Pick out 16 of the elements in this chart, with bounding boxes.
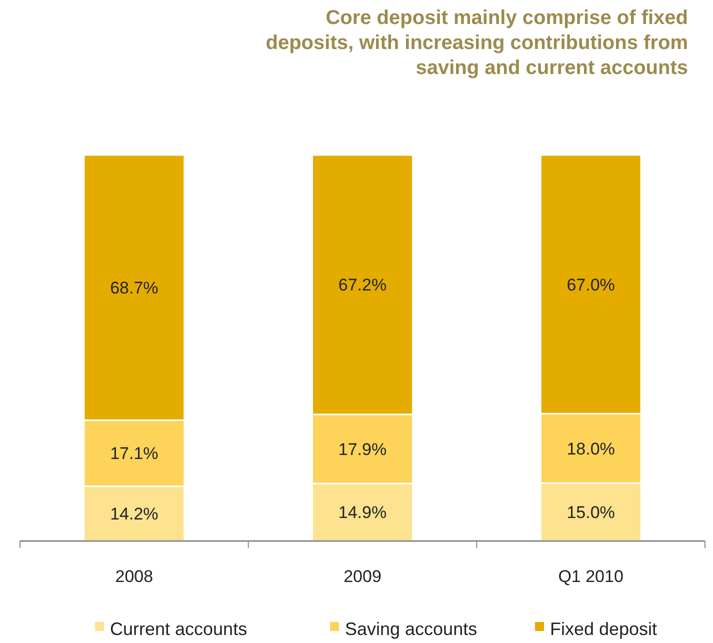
data-label: 67.0% (566, 275, 615, 294)
legend-label: Saving accounts (345, 619, 478, 639)
data-label: 18.0% (566, 439, 615, 458)
legend-label: Current accounts (110, 619, 248, 639)
data-label: 17.1% (110, 444, 158, 464)
x-tick-label: 2008 (115, 567, 154, 586)
chart-title: Core deposit mainly comprise of fixed deposits, with increasing contributions from saving and current accounts (266, 7, 688, 79)
x-tick-label: Q1 2010 (558, 567, 624, 586)
data-label: 17.9% (338, 440, 387, 459)
data-label: 67.2% (338, 276, 387, 295)
legend-label: Fixed deposit (550, 619, 658, 639)
data-label: 15.0% (566, 503, 615, 522)
data-label: 68.7% (110, 278, 158, 298)
x-tick-label: 2009 (344, 567, 382, 586)
data-label: 14.2% (110, 504, 158, 524)
data-label: 14.9% (338, 503, 387, 522)
